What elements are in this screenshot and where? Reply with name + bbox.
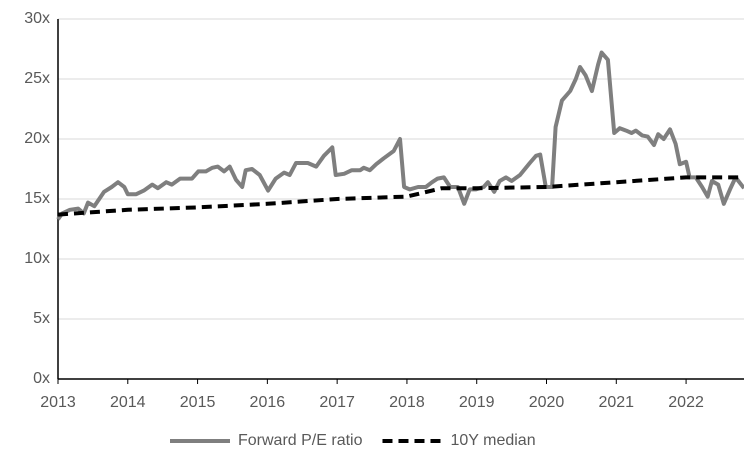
- x-tick-label: 2019: [459, 394, 495, 411]
- x-tick-label: 2016: [250, 394, 286, 411]
- x-tick-label: 2022: [668, 394, 704, 411]
- legend-label: Forward P/E ratio: [238, 432, 363, 449]
- x-tick-label: 2021: [598, 394, 634, 411]
- y-tick-label: 10x: [24, 250, 50, 267]
- x-tick-label: 2014: [110, 394, 146, 411]
- x-tick-label: 2015: [180, 394, 216, 411]
- y-tick-label: 0x: [33, 370, 50, 387]
- line-series: [57, 175, 744, 217]
- legend-label: 10Y median: [450, 432, 535, 449]
- y-tick-label: 30x: [24, 10, 50, 27]
- y-tick-label: 20x: [24, 130, 50, 147]
- x-tick-label: 2017: [319, 394, 355, 411]
- y-tick-label: 25x: [24, 70, 50, 87]
- y-tick-label: 5x: [33, 310, 50, 327]
- x-tick-label: 2018: [389, 394, 425, 411]
- line-series: [56, 50, 744, 221]
- x-tick-label: 2013: [40, 394, 76, 411]
- y-tick-label: 15x: [24, 190, 50, 207]
- x-tick-label: 2020: [529, 394, 565, 411]
